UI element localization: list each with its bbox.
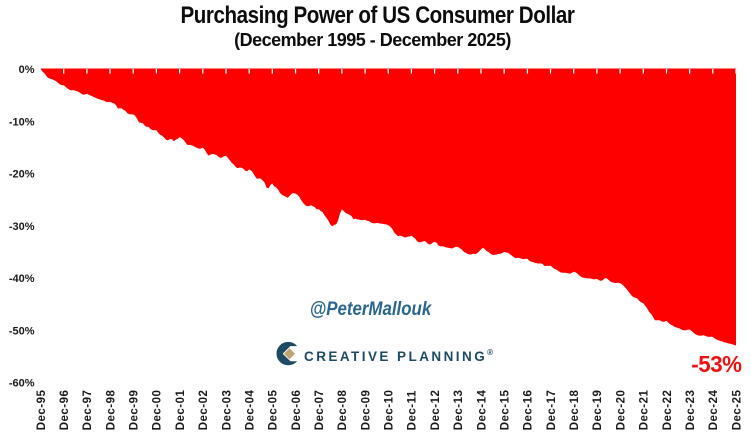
svg-text:Dec-07: Dec-07	[314, 390, 326, 431]
svg-text:Dec-99: Dec-99	[129, 390, 141, 431]
svg-text:Dec-21: Dec-21	[639, 389, 651, 430]
svg-text:Dec-00: Dec-00	[152, 390, 164, 431]
svg-text:-40%: -40%	[9, 273, 35, 285]
svg-text:Dec-12: Dec-12	[430, 390, 442, 431]
svg-text:Dec-02: Dec-02	[198, 390, 210, 431]
svg-text:Dec-11: Dec-11	[407, 390, 419, 430]
svg-text:-20%: -20%	[9, 169, 35, 181]
svg-text:Dec-01: Dec-01	[175, 389, 187, 430]
svg-text:Dec-19: Dec-19	[592, 390, 604, 431]
svg-text:Dec-23: Dec-23	[685, 390, 697, 431]
svg-text:-50%: -50%	[9, 325, 35, 337]
svg-text:Dec-09: Dec-09	[360, 390, 372, 431]
svg-text:Dec-14: Dec-14	[476, 389, 488, 430]
svg-text:-30%: -30%	[9, 221, 35, 233]
svg-text:Dec-20: Dec-20	[615, 390, 627, 431]
svg-text:Dec-03: Dec-03	[221, 390, 233, 431]
svg-text:Dec-13: Dec-13	[453, 390, 465, 431]
svg-text:Dec-06: Dec-06	[291, 390, 303, 431]
svg-text:Dec-24: Dec-24	[708, 389, 720, 430]
svg-text:Dec-05: Dec-05	[268, 389, 280, 430]
svg-text:Dec-15: Dec-15	[500, 389, 512, 430]
svg-text:Dec-95: Dec-95	[36, 389, 48, 430]
svg-text:Dec-10: Dec-10	[384, 390, 396, 431]
svg-text:Dec-17: Dec-17	[546, 390, 558, 431]
svg-text:0%: 0%	[19, 64, 35, 76]
svg-text:Dec-96: Dec-96	[59, 390, 71, 431]
svg-text:Dec-98: Dec-98	[105, 389, 117, 430]
svg-text:Dec-25: Dec-25	[731, 389, 743, 430]
svg-text:Dec-04: Dec-04	[245, 389, 257, 430]
svg-text:Dec-16: Dec-16	[523, 390, 535, 431]
svg-text:Dec-97: Dec-97	[82, 390, 94, 431]
svg-text:Dec-22: Dec-22	[662, 390, 674, 431]
svg-text:Dec-08: Dec-08	[337, 389, 349, 430]
svg-text:Dec-18: Dec-18	[569, 389, 581, 430]
svg-text:-60%: -60%	[9, 378, 35, 390]
svg-text:-10%: -10%	[9, 117, 35, 129]
